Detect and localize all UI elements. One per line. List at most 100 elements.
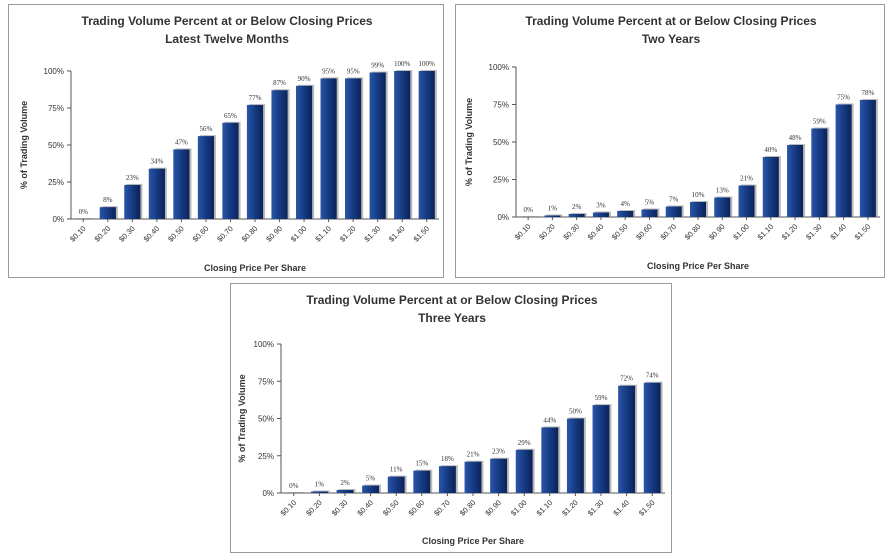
bar (568, 214, 585, 217)
bar (490, 458, 508, 493)
data-label: 10% (692, 191, 705, 199)
x-tick-label: $1.50 (637, 498, 657, 518)
y-tick-label: 75% (48, 104, 64, 113)
y-tick-label: 100% (44, 67, 64, 76)
bar (173, 149, 190, 219)
bar (811, 128, 828, 217)
bar (641, 209, 658, 217)
y-tick-label: 50% (493, 138, 509, 147)
data-label: 47% (175, 138, 188, 146)
data-label: 4% (621, 200, 631, 208)
data-label: 65% (224, 112, 237, 120)
x-tick-label: $0.40 (142, 224, 162, 244)
data-label: 1% (548, 205, 558, 213)
x-tick-label: $1.00 (289, 224, 309, 244)
data-label: 75% (837, 94, 850, 102)
x-tick-label: $0.90 (483, 498, 503, 518)
data-label: 2% (572, 203, 582, 211)
y-tick-label: 50% (258, 415, 274, 424)
chart-panel-two-years: Trading Volume Percent at or Below Closi… (455, 4, 885, 278)
x-tick-label: $0.10 (513, 222, 533, 242)
x-tick-label: $1.10 (313, 224, 333, 244)
bar (99, 207, 116, 219)
data-label: 90% (298, 75, 311, 83)
data-label: 18% (441, 455, 454, 463)
bar (738, 185, 755, 217)
y-tick-label: 0% (497, 213, 509, 222)
x-tick-label: $1.00 (509, 498, 529, 518)
x-tick-label: $0.50 (166, 224, 186, 244)
data-label: 13% (716, 187, 729, 195)
bar (859, 100, 876, 217)
x-tick-label: $1.30 (586, 498, 606, 518)
x-axis-title: Closing Price Per Share (204, 263, 306, 273)
bar (592, 405, 610, 493)
data-label: 21% (740, 175, 753, 183)
data-label: 56% (200, 125, 213, 133)
data-label: 2% (340, 479, 350, 487)
x-axis-title: Closing Price Per Share (647, 261, 749, 271)
y-tick-label: 0% (262, 489, 274, 498)
data-label: 59% (813, 118, 826, 126)
data-label: 78% (861, 89, 874, 97)
x-tick-label: $0.30 (330, 498, 350, 518)
x-tick-label: $0.50 (381, 498, 401, 518)
bar (336, 490, 354, 493)
chart-subtitle: Latest Twelve Months (165, 32, 289, 46)
data-label: 29% (518, 439, 531, 447)
bar (762, 157, 779, 217)
bar (714, 197, 731, 217)
data-label: 100% (394, 60, 411, 68)
chart-subtitle: Three Years (418, 311, 486, 325)
data-label: 23% (492, 448, 505, 456)
x-tick-label: $1.10 (535, 498, 555, 518)
bar (246, 105, 264, 219)
bar-shadow (522, 216, 539, 217)
chart-title: Trading Volume Percent at or Below Closi… (525, 14, 817, 28)
x-tick-label: $0.80 (240, 224, 260, 244)
bar (124, 184, 141, 219)
x-axis-title: Closing Price Per Share (422, 536, 524, 546)
data-label: 48% (789, 134, 802, 142)
bar (665, 206, 682, 217)
data-label: 7% (669, 196, 679, 204)
data-label: 77% (249, 94, 262, 102)
chart-subtitle: Two Years (642, 32, 701, 46)
x-tick-label: $1.40 (828, 222, 848, 242)
x-tick-label: $0.70 (659, 222, 679, 242)
y-tick-label: 100% (489, 63, 509, 72)
x-tick-label: $0.90 (707, 222, 727, 242)
bar (566, 418, 584, 493)
y-tick-label: 50% (48, 141, 64, 150)
x-tick-label: $0.10 (68, 224, 88, 244)
bar (320, 78, 337, 220)
bar (345, 78, 362, 220)
x-tick-label: $1.50 (853, 222, 873, 242)
bar (197, 136, 215, 219)
y-tick-label: 75% (258, 377, 274, 386)
bar (310, 491, 328, 493)
x-tick-label: $1.20 (780, 222, 800, 242)
chart-svg: Trading Volume Percent at or Below Closi… (464, 14, 880, 271)
bar (541, 427, 559, 493)
y-tick-label: 100% (254, 340, 274, 349)
data-label: 95% (347, 67, 360, 75)
x-tick-label: $1.40 (611, 498, 631, 518)
y-axis-title: % of Trading Volume (237, 374, 247, 462)
data-label: 95% (322, 67, 335, 75)
data-label: 74% (646, 372, 659, 380)
x-tick-label: $0.20 (93, 224, 113, 244)
bar (369, 72, 386, 219)
data-label: 87% (273, 79, 286, 87)
data-label: 3% (596, 202, 606, 210)
bar (643, 382, 661, 493)
data-label: 40% (764, 146, 777, 154)
chart-panel-three-years: Trading Volume Percent at or Below Closi… (230, 283, 672, 553)
bar (222, 122, 239, 219)
x-tick-label: $1.20 (560, 498, 580, 518)
bar (394, 71, 411, 219)
x-tick-label: $0.60 (191, 224, 211, 244)
data-label: 0% (523, 206, 533, 214)
bar (418, 71, 435, 219)
bar-shadow (77, 218, 94, 219)
